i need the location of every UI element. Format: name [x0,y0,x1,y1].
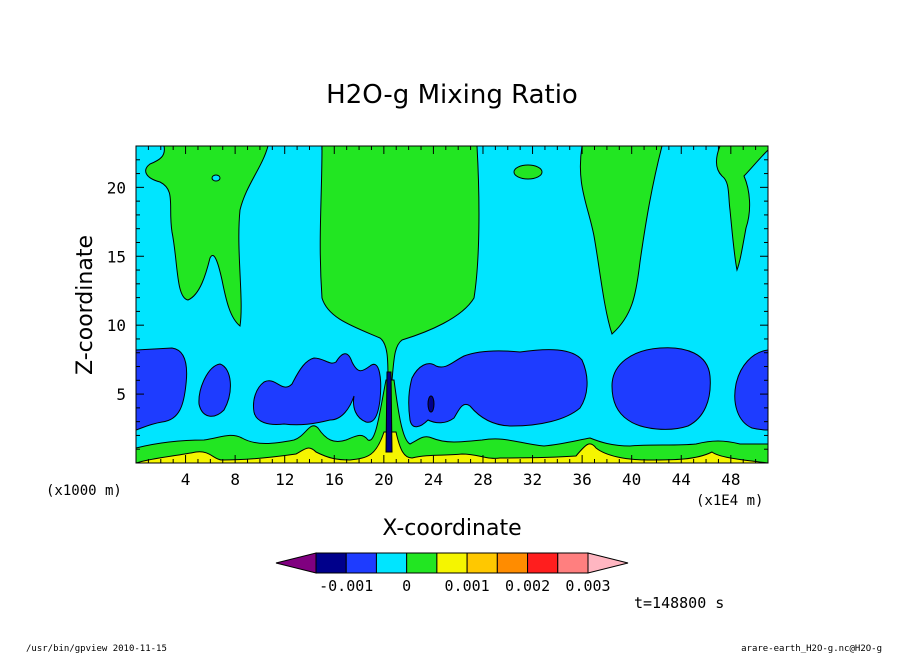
y-tick-label: 10 [107,316,126,335]
y-tick-label: 20 [107,178,126,197]
x-tick-label: 20 [374,470,393,489]
colorbar-swatch [436,552,468,574]
colorbar-swatch [315,552,347,574]
colorbar-max-arrow [587,552,629,574]
footer-program: /usr/bin/gpview 2010-11-15 [26,644,167,654]
colorbar-swatch [496,552,529,574]
x-tick-label: 32 [523,470,542,489]
colorbar-tick-label: -0.001 [319,577,373,595]
dry-layer-right [408,349,588,428]
moist-column-far-right [716,146,768,272]
colorbar-tick-label: 0 [402,577,411,595]
chart-title: H2O-g Mixing Ratio [326,80,578,110]
plot-frame [135,145,769,464]
colorbar-swatch [466,552,498,574]
colorbar-swatch [375,552,408,574]
colorbar-tick-label: 0.003 [565,577,610,595]
colorbar-swatch [406,552,438,574]
colorbar-swatch [557,552,589,574]
x-unit-left: (x1000 m) [46,483,122,499]
dry-layer-small [198,363,231,417]
contour-field [136,146,768,463]
dry-layer-left [136,347,188,431]
y-tick-label: 15 [107,247,126,266]
central-dark-core [385,371,393,453]
surface-moist-band [136,379,768,463]
x-tick-label: 24 [424,470,443,489]
x-tick-label: 16 [325,470,344,489]
y-tick-label: 5 [116,385,126,404]
x-axis-label: X-coordinate [382,516,521,541]
surface-layer [136,431,768,463]
colorbar-tick-label: 0.002 [505,577,550,595]
colorbar-swatch [345,552,377,574]
x-tick-label: 8 [230,470,240,489]
x-tick-label: 48 [721,470,740,489]
time-label: t=148800 s [634,594,724,612]
dry-layer-mid [253,353,382,426]
x-unit-right: (x1E4 m) [696,493,763,509]
dry-layer-far-east [734,349,768,431]
x-tick-label: 40 [622,470,641,489]
x-tick-label: 28 [473,470,492,489]
moist-column-left [145,146,269,327]
x-tick-label: 36 [572,470,591,489]
colorbar-min-arrow [275,552,317,574]
footer-source: arare-earth_H2O-g.nc@H2O-g [741,644,882,654]
colorbar: -0.001 0 0.001 0.002 0.003 [275,552,629,595]
dry-layer-east [611,347,711,430]
moist-patch [513,164,543,180]
x-tick-label: 12 [275,470,294,489]
colorbar-tick-label: 0.001 [445,577,490,595]
moist-column-right [579,146,663,335]
colorbar-swatch [527,552,559,574]
x-tick-label: 44 [672,470,691,489]
driest-core-a [427,395,435,413]
dry-hole [211,174,221,182]
x-tick-label: 4 [181,470,191,489]
y-axis-label: Z-coordinate [73,235,98,375]
